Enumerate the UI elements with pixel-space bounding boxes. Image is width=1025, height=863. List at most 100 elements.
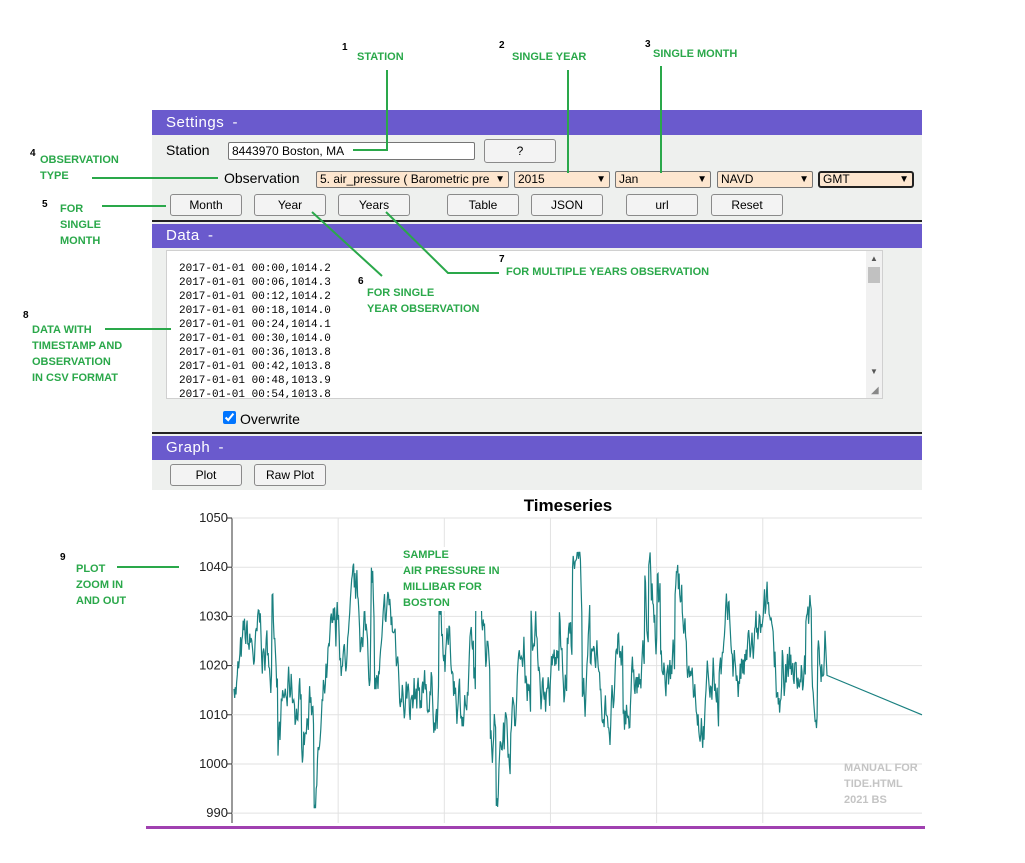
annotation-multiple-years: FOR MULTIPLE YEARS OBSERVATION bbox=[506, 266, 710, 278]
credit-line: TIDE.HTML bbox=[844, 778, 903, 790]
annotation-line: YEAR OBSERVATION bbox=[367, 303, 480, 315]
annotation-number: 5 bbox=[42, 199, 48, 210]
month-button[interactable]: Month bbox=[170, 194, 242, 216]
annotation-number: 4 bbox=[30, 148, 36, 159]
json-button[interactable]: JSON bbox=[531, 194, 603, 216]
annotation-line: TIMESTAMP AND bbox=[32, 340, 123, 352]
overwrite-checkbox[interactable] bbox=[223, 411, 236, 424]
annotation-line: OBSERVATION bbox=[32, 356, 111, 368]
annotation-station: STATION bbox=[357, 51, 404, 63]
datum-select-value: NAVD bbox=[721, 172, 754, 186]
timeseries-chart[interactable]: 990 1000 1010 1020 1030 1040 1050 bbox=[150, 505, 925, 825]
observation-select[interactable]: 5. air_pressure ( Barometric pre ▼ bbox=[316, 171, 509, 188]
data-header[interactable]: Data - bbox=[152, 224, 922, 248]
settings-title: Settings bbox=[166, 114, 225, 131]
scroll-up-icon[interactable]: ▲ bbox=[870, 254, 878, 263]
annotation-line: FOR SINGLE bbox=[367, 287, 435, 299]
annotation-line: BOSTON bbox=[403, 597, 450, 609]
leader-line bbox=[311, 211, 383, 277]
leader-line bbox=[385, 211, 499, 274]
graph-title: Graph bbox=[166, 439, 211, 456]
csv-row: 2017-01-01 00:00,1014.2 bbox=[179, 263, 331, 275]
annotation-single-year-observation: FOR SINGLE YEAR OBSERVATION bbox=[367, 285, 479, 317]
y-tick-label: 1050 bbox=[199, 510, 228, 525]
csv-row: 2017-01-01 00:54,1013.8 bbox=[179, 389, 331, 399]
chevron-down-icon: ▼ bbox=[495, 174, 505, 185]
annotation-line: SAMPLE bbox=[403, 549, 449, 561]
data-textarea[interactable]: 2017-01-01 00:00,1014.2 2017-01-01 00:06,… bbox=[166, 250, 883, 399]
graph-header[interactable]: Graph - bbox=[152, 436, 922, 460]
annotation-line: MILLIBAR FOR bbox=[403, 581, 482, 593]
scrollbar-thumb[interactable] bbox=[868, 267, 880, 283]
data-toggle[interactable]: - bbox=[208, 227, 214, 244]
y-tick-label: 990 bbox=[206, 805, 228, 820]
year-button[interactable]: Year bbox=[254, 194, 326, 216]
years-button[interactable]: Years bbox=[338, 194, 410, 216]
year-select-value: 2015 bbox=[518, 172, 545, 186]
annotation-number: 7 bbox=[499, 254, 505, 265]
reset-button[interactable]: Reset bbox=[711, 194, 783, 216]
year-select[interactable]: 2015 ▼ bbox=[514, 171, 610, 188]
raw-plot-button[interactable]: Raw Plot bbox=[254, 464, 326, 486]
annotation-line: DATA WITH bbox=[32, 324, 92, 336]
annotation-line: TYPE bbox=[40, 170, 69, 182]
observation-select-value: 5. air_pressure ( Barometric pre bbox=[320, 172, 490, 186]
annotation-line: MONTH bbox=[60, 235, 101, 247]
y-tick-label: 1000 bbox=[199, 756, 228, 771]
series-line bbox=[233, 551, 923, 809]
observation-label: Observation bbox=[224, 170, 300, 186]
graph-toggle[interactable]: - bbox=[218, 439, 225, 456]
station-label: Station bbox=[166, 142, 210, 158]
table-button[interactable]: Table bbox=[447, 194, 519, 216]
scrollbar[interactable]: ▲ ▼ bbox=[866, 251, 882, 398]
chevron-down-icon: ▼ bbox=[799, 174, 809, 185]
leader-line bbox=[353, 149, 388, 151]
url-button[interactable]: url bbox=[626, 194, 698, 216]
annotation-line: ZOOM IN bbox=[76, 579, 124, 591]
month-select[interactable]: Jan ▼ bbox=[615, 171, 711, 188]
annotation-line: IN CSV FORMAT bbox=[32, 372, 118, 384]
annotation-csv-data: DATA WITH TIMESTAMP AND OBSERVATION IN C… bbox=[32, 322, 122, 386]
annotation-single-month-button: FOR SINGLE MONTH bbox=[60, 201, 101, 249]
csv-row: 2017-01-01 00:24,1014.1 bbox=[179, 319, 331, 331]
footer-rule bbox=[146, 826, 925, 829]
scroll-down-icon[interactable]: ▼ bbox=[870, 367, 878, 376]
settings-header[interactable]: Settings - bbox=[152, 110, 922, 135]
timezone-select-value: GMT bbox=[823, 172, 850, 186]
annotation-line: AIR PRESSURE IN bbox=[403, 565, 500, 577]
section-divider bbox=[152, 220, 922, 222]
csv-row: 2017-01-01 00:30,1014.0 bbox=[179, 333, 331, 345]
chart-title: Timeseries bbox=[523, 496, 613, 515]
leader-line bbox=[567, 70, 569, 173]
csv-rows: 2017-01-01 00:00,1014.2 2017-01-01 00:06,… bbox=[179, 262, 331, 399]
annotation-line: SINGLE bbox=[60, 219, 101, 231]
leader-line bbox=[386, 70, 388, 150]
chevron-down-icon: ▼ bbox=[697, 174, 707, 185]
station-input[interactable] bbox=[228, 142, 475, 160]
leader-line bbox=[102, 205, 166, 207]
help-button[interactable]: ? bbox=[484, 139, 556, 163]
annotation-sample-air-pressure: SAMPLE AIR PRESSURE IN MILLIBAR FOR BOST… bbox=[403, 547, 500, 611]
datum-select[interactable]: NAVD ▼ bbox=[717, 171, 813, 188]
timezone-select[interactable]: GMT ▼ bbox=[818, 171, 914, 188]
leader-line bbox=[92, 177, 218, 179]
annotation-number: 3 bbox=[645, 39, 651, 50]
annotation-number: 2 bbox=[499, 40, 505, 51]
overwrite-label: Overwrite bbox=[240, 411, 300, 427]
data-title: Data bbox=[166, 227, 200, 244]
annotation-plot-zoom: PLOT ZOOM IN AND OUT bbox=[76, 561, 126, 609]
annotation-line: OBSERVATION bbox=[40, 154, 119, 166]
csv-row: 2017-01-01 00:36,1013.8 bbox=[179, 347, 331, 359]
y-tick-label: 1040 bbox=[199, 559, 228, 574]
credit-line: 2021 BS bbox=[844, 794, 887, 806]
annotation-single-month: SINGLE MONTH bbox=[653, 48, 738, 60]
plot-button[interactable]: Plot bbox=[170, 464, 242, 486]
annotation-single-year: SINGLE YEAR bbox=[512, 51, 587, 63]
resize-handle-icon[interactable]: ◢ bbox=[871, 385, 879, 396]
credit-line: MANUAL FOR bbox=[844, 762, 918, 774]
csv-row: 2017-01-01 00:06,1014.3 bbox=[179, 277, 331, 289]
chevron-down-icon: ▼ bbox=[899, 174, 909, 185]
settings-toggle[interactable]: - bbox=[232, 114, 239, 131]
annotation-number: 1 bbox=[342, 42, 348, 53]
